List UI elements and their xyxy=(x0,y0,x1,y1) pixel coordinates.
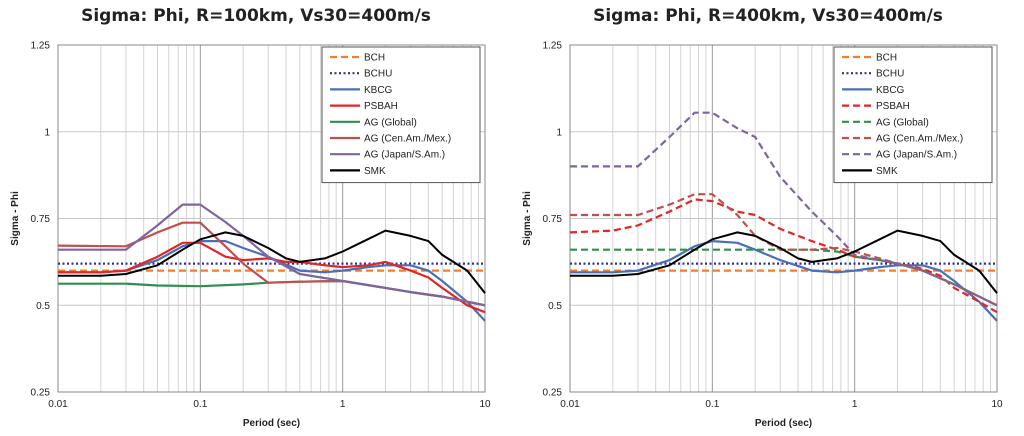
y-tick-label: 0.75 xyxy=(543,214,563,225)
y-tick-label: 1 xyxy=(556,127,562,138)
x-axis-label: Period (sec) xyxy=(243,418,300,429)
y-tick-label: 1.25 xyxy=(31,41,51,52)
legend-label: SMK xyxy=(876,166,898,177)
plot-frame xyxy=(569,44,998,393)
x-tick-label: 10 xyxy=(479,399,491,410)
legend-label: PSBAH xyxy=(364,101,398,112)
x-tick-label: 0.1 xyxy=(705,399,719,410)
chart-title-left: Sigma: Phi, R=100km, Vs30=400m/s xyxy=(81,6,431,26)
series-line-ag-global xyxy=(570,248,998,307)
legend-label: BCH xyxy=(364,53,385,64)
series-line-psbah xyxy=(58,241,486,314)
legend-label: AG (Japan/S.Am.) xyxy=(876,150,957,161)
series-lines-right xyxy=(569,111,998,322)
x-tick-label: 10 xyxy=(991,399,1003,410)
series-lines-left xyxy=(57,203,486,322)
y-tick-label: 1 xyxy=(44,127,50,138)
legend-label: PSBAH xyxy=(876,101,910,112)
x-tick-label: 0.01 xyxy=(48,399,68,410)
y-tick-label: 0.5 xyxy=(548,301,562,312)
legend-right: BCH BCHU KBCG PSBAH AG (Global) AG (Cen.Am./M… xyxy=(833,46,993,184)
legend-label: AG (Global) xyxy=(364,117,417,128)
legend-label: SMK xyxy=(364,166,386,177)
y-axis-label: Sigma - Phi xyxy=(522,191,533,246)
legend-box xyxy=(321,46,481,184)
y-tick-label: 0.25 xyxy=(31,388,51,399)
y-tick-label: 0.75 xyxy=(31,214,51,225)
y-tick-label: 0.5 xyxy=(36,301,50,312)
series-line-ag-japan-s-am xyxy=(58,203,486,307)
legend-label: BCH xyxy=(876,53,897,64)
chart-svg-right: 0.25 0.5 0.75 1 1.25 0.01 0.1 1 10 Period (sec) Si… xyxy=(522,41,1003,430)
legend-label: BCHU xyxy=(364,69,392,80)
series-line-ag-japan-s-am xyxy=(570,111,998,307)
legend-label: AG (Global) xyxy=(876,117,929,128)
x-tick-label: 1 xyxy=(340,399,346,410)
legend-left: BCH BCHU KBCG PSBAH AG (Global) AG (Cen.Am./M… xyxy=(321,46,481,184)
x-axis-label: Period (sec) xyxy=(755,418,812,429)
plot-frame xyxy=(57,44,486,393)
legend-label: AG (Cen.Am./Mex.) xyxy=(876,134,963,145)
chart-panel-right: Sigma: Phi, R=400km, Vs30=400m/s 0.25 0.5… xyxy=(512,0,1024,436)
legend-label: BCHU xyxy=(876,69,904,80)
legend-label: AG (Cen.Am./Mex.) xyxy=(364,134,451,145)
legend-box xyxy=(833,46,993,184)
series-line-ag-cen-am-mex xyxy=(570,193,998,307)
y-axis-label: Sigma - Phi xyxy=(10,191,21,246)
chart-svg-left: 0.25 0.5 0.75 1 1.25 0.01 0.1 1 10 Period (sec) Si… xyxy=(10,41,491,430)
series-line-kbcg xyxy=(570,240,998,322)
y-tick-label: 0.25 xyxy=(543,388,563,399)
series-line-smk xyxy=(570,229,998,294)
legend-label: KBCG xyxy=(364,85,393,96)
series-line-psbah xyxy=(569,198,998,314)
y-tick-label: 1.25 xyxy=(543,41,563,52)
chart-title-right: Sigma: Phi, R=400km, Vs30=400m/s xyxy=(593,6,943,26)
x-tick-label: 0.01 xyxy=(560,399,580,410)
legend-label: AG (Japan/S.Am.) xyxy=(364,150,445,161)
x-tick-label: 0.1 xyxy=(193,399,207,410)
x-tick-label: 1 xyxy=(852,399,858,410)
series-line-kbcg xyxy=(58,240,486,322)
series-line-smk xyxy=(58,229,486,294)
chart-panel-left: Sigma: Phi, R=100km, Vs30=400m/s 0.25 0.5… xyxy=(10,6,491,430)
legend-label: KBCG xyxy=(876,85,905,96)
